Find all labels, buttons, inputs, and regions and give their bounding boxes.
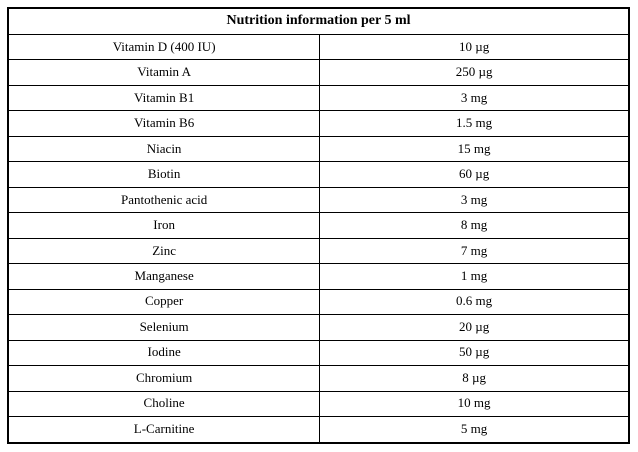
nutrient-name: Niacin — [7, 135, 321, 163]
nutrient-name: Vitamin D (400 IU) — [7, 33, 321, 61]
table-row: Copper 0.6 mg — [7, 288, 630, 316]
table-row: Pantothenic acid 3 mg — [7, 186, 630, 214]
table-row: Vitamin A 250 µg — [7, 59, 630, 86]
nutrient-name: Chromium — [7, 365, 321, 392]
nutrient-amount: 5 mg — [319, 416, 630, 444]
table-row: Biotin 60 µg — [7, 161, 630, 188]
nutrient-name: Manganese — [7, 263, 321, 290]
nutrient-amount: 1.5 mg — [319, 110, 630, 137]
nutrient-amount: 250 µg — [319, 59, 630, 86]
nutrient-amount: 8 µg — [319, 365, 630, 392]
nutrient-name: Vitamin A — [7, 59, 321, 86]
nutrient-amount: 60 µg — [319, 161, 630, 188]
nutrient-name: Zinc — [7, 237, 321, 265]
table-row: Vitamin D (400 IU) 10 µg — [7, 33, 630, 61]
table-title: Nutrition information per 5 ml — [7, 7, 630, 35]
nutrient-name: Copper — [7, 288, 321, 316]
nutrient-name: Choline — [7, 390, 321, 418]
nutrient-name: L-Carnitine — [7, 416, 321, 444]
nutrient-amount: 0.6 mg — [319, 288, 630, 316]
nutrient-amount: 50 µg — [319, 339, 630, 367]
nutrient-name: Biotin — [7, 161, 321, 188]
nutrient-name: Vitamin B6 — [7, 110, 321, 137]
nutrient-amount: 10 mg — [319, 390, 630, 418]
table-row: Vitamin B6 1.5 mg — [7, 110, 630, 137]
table-row: Manganese 1 mg — [7, 263, 630, 290]
table-row: Chromium 8 µg — [7, 365, 630, 392]
nutrient-name: Iron — [7, 212, 321, 239]
nutrient-amount: 3 mg — [319, 186, 630, 214]
nutrient-name: Pantothenic acid — [7, 186, 321, 214]
nutrient-amount: 10 µg — [319, 33, 630, 61]
nutrition-table: Nutrition information per 5 ml Vitamin D… — [7, 7, 630, 444]
table-row: Selenium 20 µg — [7, 314, 630, 341]
table-row: Choline 10 mg — [7, 390, 630, 418]
table-row: Zinc 7 mg — [7, 237, 630, 265]
table-row: L-Carnitine 5 mg — [7, 416, 630, 444]
nutrient-amount: 15 mg — [319, 135, 630, 163]
table-row: Niacin 15 mg — [7, 135, 630, 163]
table-header-row: Nutrition information per 5 ml — [7, 7, 630, 35]
nutrient-name: Vitamin B1 — [7, 84, 321, 112]
table-body: Vitamin D (400 IU) 10 µg Vitamin A 250 µg Vi… — [7, 33, 630, 444]
table-row: Iodine 50 µg — [7, 339, 630, 367]
nutrient-amount: 20 µg — [319, 314, 630, 341]
nutrient-amount: 7 mg — [319, 237, 630, 265]
nutrient-amount: 3 mg — [319, 84, 630, 112]
table-row: Iron 8 mg — [7, 212, 630, 239]
nutrient-name: Selenium — [7, 314, 321, 341]
nutrient-amount: 8 mg — [319, 212, 630, 239]
table-row: Vitamin B1 3 mg — [7, 84, 630, 112]
nutrient-name: Iodine — [7, 339, 321, 367]
nutrient-amount: 1 mg — [319, 263, 630, 290]
